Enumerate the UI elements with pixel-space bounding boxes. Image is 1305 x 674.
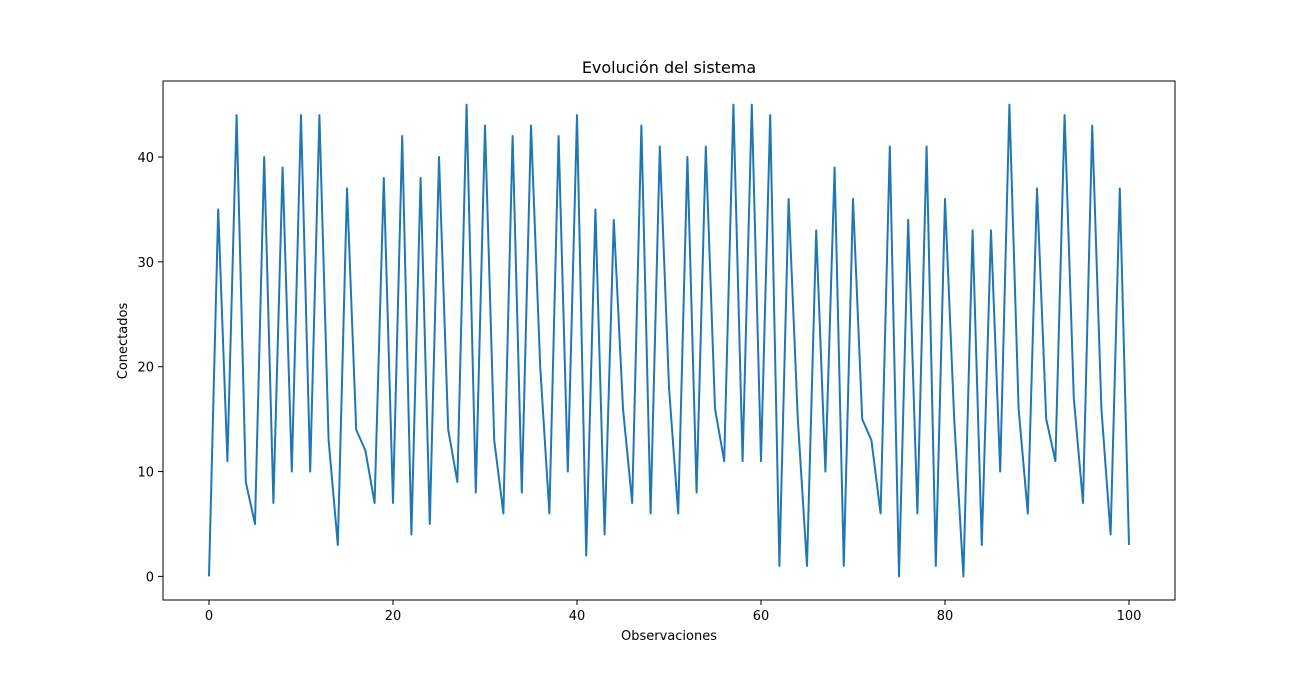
y-axis-ticks: 0 10 20 30 40 <box>137 151 163 585</box>
x-axis-label: Observaciones <box>621 629 717 644</box>
x-tick-label: 80 <box>937 609 954 624</box>
chart-title: Evolución del sistema <box>582 58 756 77</box>
y-tick-label: 10 <box>137 466 154 481</box>
plot-area <box>162 80 1176 601</box>
x-tick-label: 100 <box>1117 609 1142 624</box>
series-line <box>208 103 1130 578</box>
axes-frame <box>162 80 1176 601</box>
y-axis-label: Conectados <box>116 303 131 380</box>
y-tick-label: 30 <box>137 256 154 271</box>
x-tick-label: 60 <box>753 609 770 624</box>
x-tick-label: 40 <box>569 609 586 624</box>
x-axis-ticks: 0 20 40 60 80 100 <box>205 600 1142 624</box>
x-tick-label: 0 <box>205 609 213 624</box>
y-tick-label: 20 <box>137 361 154 376</box>
y-tick-label: 0 <box>146 570 154 585</box>
x-tick-label: 20 <box>385 609 402 624</box>
y-tick-label: 40 <box>137 151 154 166</box>
